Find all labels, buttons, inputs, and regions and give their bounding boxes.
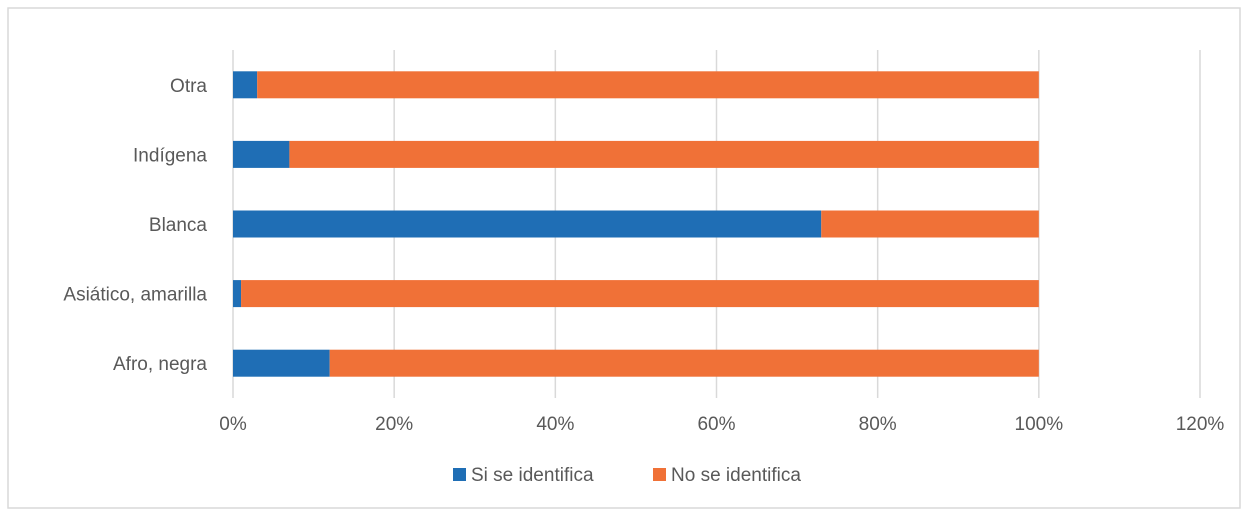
category-label: Blanca <box>149 215 208 236</box>
legend-label: Si se identifica <box>471 465 594 486</box>
bar-segment-no <box>329 349 1039 377</box>
legend-label: No se identifica <box>671 465 801 486</box>
category-label: Indígena <box>133 145 207 166</box>
category-label: Afro, negra <box>113 354 207 375</box>
x-tick-label: 0% <box>219 414 247 435</box>
x-tick-label: 100% <box>1015 414 1064 435</box>
bar-segment-no <box>241 280 1039 308</box>
x-tick-label: 80% <box>859 414 897 435</box>
legend: Si se identifica No se identifica <box>453 465 801 486</box>
x-tick-label: 40% <box>536 414 574 435</box>
category-labels: Otra Indígena Blanca Asiático, amarilla Afro… <box>63 76 207 375</box>
bar-segment-no <box>821 210 1039 238</box>
bar-segment-si <box>233 71 258 99</box>
bar-segment-si <box>233 140 290 168</box>
bar-segment-no <box>257 71 1039 99</box>
x-tick-label: 60% <box>697 414 735 435</box>
x-tick-labels: 0% 20% 40% 60% 80% 100% 120% <box>219 414 1224 435</box>
x-tick-label: 120% <box>1176 414 1225 435</box>
bar-segment-si <box>233 349 330 377</box>
legend-swatch <box>453 468 466 481</box>
bar-segment-si <box>233 280 242 308</box>
category-label: Asiático, amarilla <box>63 285 207 306</box>
bars <box>233 71 1039 377</box>
bar-segment-si <box>233 210 822 238</box>
legend-swatch <box>653 468 666 481</box>
x-tick-label: 20% <box>375 414 413 435</box>
category-label: Otra <box>170 76 207 97</box>
bar-segment-no <box>289 140 1039 168</box>
